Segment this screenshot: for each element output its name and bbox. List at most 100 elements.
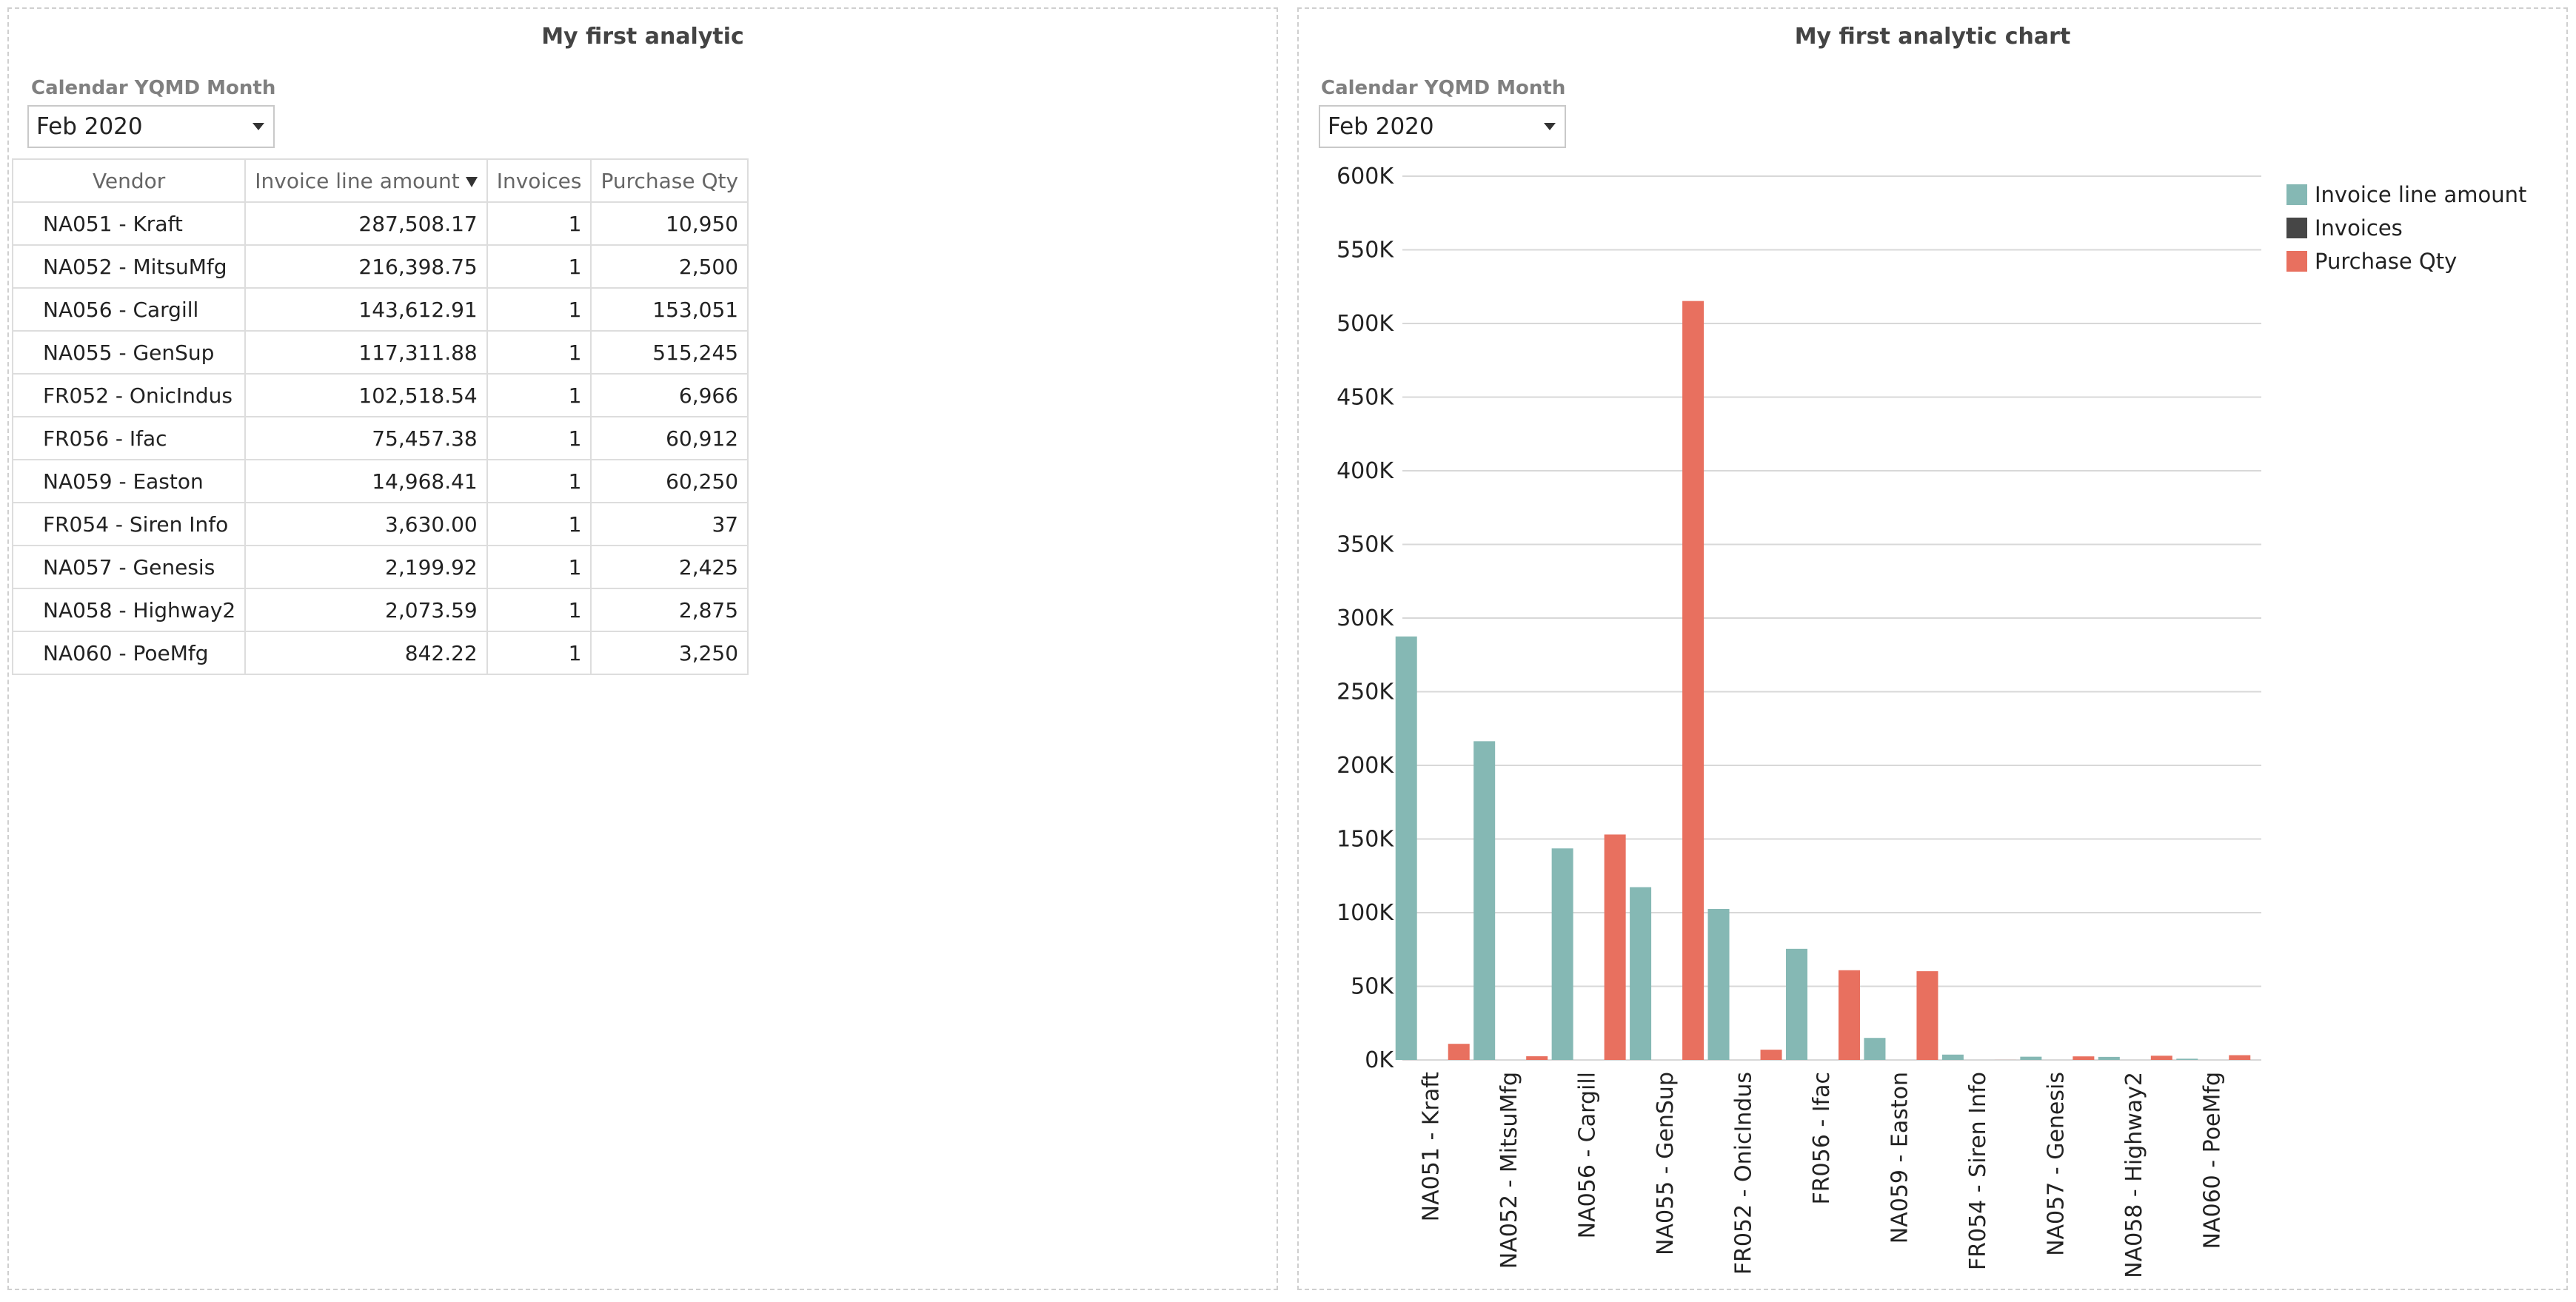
- purchase-qty-cell: 2,500: [590, 244, 749, 289]
- bar-invoice-line-amount: [1551, 848, 1573, 1060]
- table-row[interactable]: NA052 - MitsuMfg 216,398.75 1 2,500: [11, 244, 749, 289]
- purchase-qty-cell: 515,245: [590, 330, 749, 375]
- y-tick-label: 300K: [1336, 605, 1394, 631]
- bar-purchase-qty: [2229, 1055, 2251, 1060]
- bar-invoice-line-amount: [1786, 948, 1807, 1060]
- x-tick-label: FR054 - Siren Info: [1965, 1072, 1991, 1270]
- legend-item[interactable]: Invoice line amount: [2286, 178, 2526, 211]
- y-tick-label: 350K: [1336, 532, 1394, 558]
- y-tick-label: 450K: [1336, 385, 1394, 411]
- purchase-qty-cell: 6,966: [590, 373, 749, 417]
- invoice-line-amount-cell: 3,630.00: [244, 502, 488, 546]
- invoice-line-amount-cell: 102,518.54: [244, 373, 488, 417]
- y-tick-label: 0K: [1365, 1047, 1394, 1073]
- chart-month-filter-value: Feb 2020: [1328, 113, 1434, 140]
- legend-swatch: [2286, 217, 2307, 238]
- invoice-line-amount-cell: 842.22: [244, 631, 488, 675]
- table-row[interactable]: NA059 - Easton 14,968.41 1 60,250: [11, 459, 749, 503]
- vendor-cell: NA055 - GenSup: [11, 330, 247, 375]
- sort-descending-icon[interactable]: [465, 176, 478, 187]
- legend-swatch: [2286, 250, 2307, 272]
- bar-invoice-line-amount: [1395, 636, 1417, 1060]
- vendor-cell: FR052 - OnicIndus: [11, 373, 247, 417]
- legend-item[interactable]: Invoices: [2286, 211, 2526, 244]
- y-tick-label: 600K: [1336, 164, 1394, 189]
- chart-panel-title: My first analytic chart: [1794, 24, 2071, 50]
- analytic-table-panel: My first analytic Calendar YQMD Month Fe…: [7, 7, 1278, 1290]
- table-row[interactable]: FR052 - OnicIndus 102,518.54 1 6,966: [11, 373, 749, 417]
- table-row[interactable]: NA055 - GenSup 117,311.88 1 515,245: [11, 330, 749, 375]
- legend-label: Invoices: [2315, 215, 2403, 241]
- x-tick-label: NA052 - MitsuMfg: [1496, 1072, 1522, 1269]
- vendor-table: Vendor Invoice line amount Invoices Purc…: [11, 158, 749, 675]
- x-tick-label: NA057 - Genesis: [2043, 1072, 2069, 1256]
- vendor-cell: FR056 - Ifac: [11, 416, 247, 460]
- bar-purchase-qty: [1682, 301, 1704, 1060]
- vendor-cell: NA056 - Cargill: [11, 287, 247, 332]
- chevron-down-icon[interactable]: [252, 123, 264, 130]
- table-row[interactable]: FR056 - Ifac 75,457.38 1 60,912: [11, 416, 749, 460]
- table-row[interactable]: NA058 - Highway2 2,073.59 1 2,875: [11, 588, 749, 632]
- purchase-qty-cell: 2,425: [590, 545, 749, 589]
- invoices-cell: 1: [486, 502, 592, 546]
- vendor-cell: NA057 - Genesis: [11, 545, 247, 589]
- column-header-invoice-line-amount[interactable]: Invoice line amount: [244, 158, 488, 203]
- y-tick-label: 200K: [1336, 753, 1394, 779]
- invoice-line-amount-cell: 75,457.38: [244, 416, 488, 460]
- purchase-qty-cell: 153,051: [590, 287, 749, 332]
- invoice-line-amount-cell: 117,311.88: [244, 330, 488, 375]
- invoice-line-amount-cell: 216,398.75: [244, 244, 488, 289]
- legend-swatch: [2286, 184, 2307, 205]
- purchase-qty-cell: 60,912: [590, 416, 749, 460]
- vendor-cell: FR054 - Siren Info: [11, 502, 247, 546]
- table-row[interactable]: FR054 - Siren Info 3,630.00 1 37: [11, 502, 749, 546]
- bar-invoice-line-amount: [1473, 741, 1496, 1060]
- invoices-cell: 1: [486, 373, 592, 417]
- y-tick-label: 250K: [1336, 679, 1394, 705]
- month-filter-value: Feb 2020: [36, 113, 143, 140]
- x-tick-label: FR056 - Ifac: [1809, 1072, 1835, 1205]
- month-filter-select[interactable]: Feb 2020: [27, 105, 275, 148]
- invoice-line-amount-cell: 2,073.59: [244, 588, 488, 632]
- bar-invoice-line-amount: [2176, 1058, 2198, 1060]
- analytic-chart-panel: My first analytic chart Calendar YQMD Mo…: [1297, 7, 2568, 1290]
- chevron-down-icon[interactable]: [1544, 123, 1556, 130]
- column-header-purchase-qty[interactable]: Purchase Qty: [590, 158, 749, 203]
- y-tick-label: 400K: [1336, 458, 1394, 484]
- x-tick-label: NA055 - GenSup: [1653, 1072, 1679, 1255]
- legend-label: Invoice line amount: [2315, 181, 2527, 207]
- purchase-qty-cell: 10,950: [590, 201, 749, 246]
- vendor-cell: NA058 - Highway2: [11, 588, 247, 632]
- chart-month-filter-select[interactable]: Feb 2020: [1319, 105, 1566, 148]
- vendor-cell: NA059 - Easton: [11, 459, 247, 503]
- table-panel-title: My first analytic: [541, 24, 744, 50]
- bar-invoice-line-amount: [1864, 1038, 1886, 1060]
- y-tick-label: 500K: [1336, 311, 1394, 337]
- table-row[interactable]: NA056 - Cargill 143,612.91 1 153,051: [11, 287, 749, 332]
- column-header-invoices[interactable]: Invoices: [486, 158, 592, 203]
- vendor-cell: NA051 - Kraft: [11, 201, 247, 246]
- invoice-line-amount-cell: 287,508.17: [244, 201, 488, 246]
- bar-purchase-qty: [1760, 1050, 1782, 1060]
- table-row[interactable]: NA051 - Kraft 287,508.17 1 10,950: [11, 201, 749, 246]
- y-tick-label: 550K: [1336, 238, 1394, 264]
- table-body: NA051 - Kraft 287,508.17 1 10,950 NA052 - Mi…: [11, 201, 749, 675]
- invoices-cell: 1: [486, 545, 592, 589]
- invoices-cell: 1: [486, 416, 592, 460]
- bar-purchase-qty: [1839, 970, 1860, 1060]
- column-header-vendor[interactable]: Vendor: [11, 158, 247, 203]
- bar-purchase-qty: [1448, 1044, 1470, 1060]
- month-filter-label: Calendar YQMD Month: [31, 77, 276, 99]
- legend-item[interactable]: Purchase Qty: [2286, 244, 2526, 278]
- y-tick-label: 100K: [1336, 900, 1394, 926]
- table-row[interactable]: NA060 - PoeMfg 842.22 1 3,250: [11, 631, 749, 675]
- bar-purchase-qty: [1526, 1056, 1548, 1060]
- invoices-cell: 1: [486, 244, 592, 289]
- bar-invoice-line-amount: [2020, 1056, 2042, 1060]
- x-tick-label: NA051 - Kraft: [1419, 1072, 1445, 1222]
- bar-invoice-line-amount: [2098, 1056, 2120, 1060]
- table-row[interactable]: NA057 - Genesis 2,199.92 1 2,425: [11, 545, 749, 589]
- invoices-cell: 1: [486, 201, 592, 246]
- bar-purchase-qty: [1916, 971, 1938, 1060]
- bar-invoice-line-amount: [1941, 1054, 1964, 1060]
